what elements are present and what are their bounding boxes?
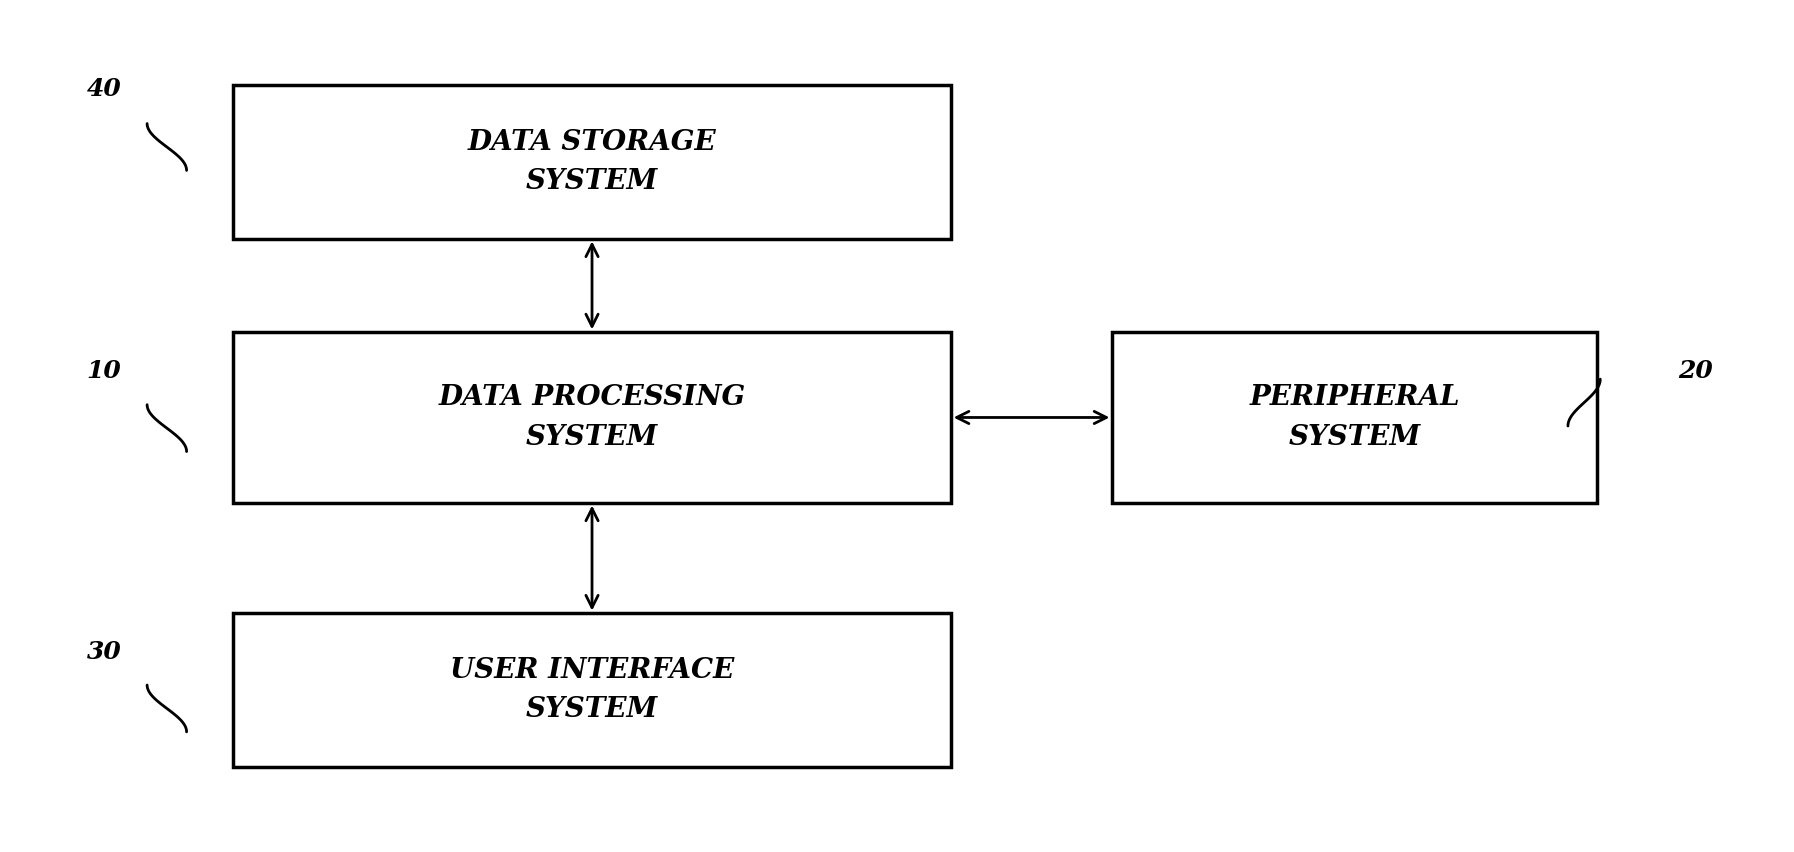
Text: 20: 20: [1677, 359, 1713, 383]
Bar: [233, 613, 951, 767]
Text: 30: 30: [86, 640, 122, 664]
Text: 40: 40: [86, 78, 122, 101]
Bar: [1112, 332, 1597, 503]
Bar: [233, 332, 951, 503]
Text: USER INTERFACE
SYSTEM: USER INTERFACE SYSTEM: [450, 657, 734, 723]
Bar: [233, 85, 951, 239]
Text: DATA STORAGE
SYSTEM: DATA STORAGE SYSTEM: [468, 129, 716, 195]
Text: 10: 10: [86, 359, 122, 383]
Text: DATA PROCESSING
SYSTEM: DATA PROCESSING SYSTEM: [438, 384, 746, 451]
Text: PERIPHERAL
SYSTEM: PERIPHERAL SYSTEM: [1249, 384, 1460, 451]
